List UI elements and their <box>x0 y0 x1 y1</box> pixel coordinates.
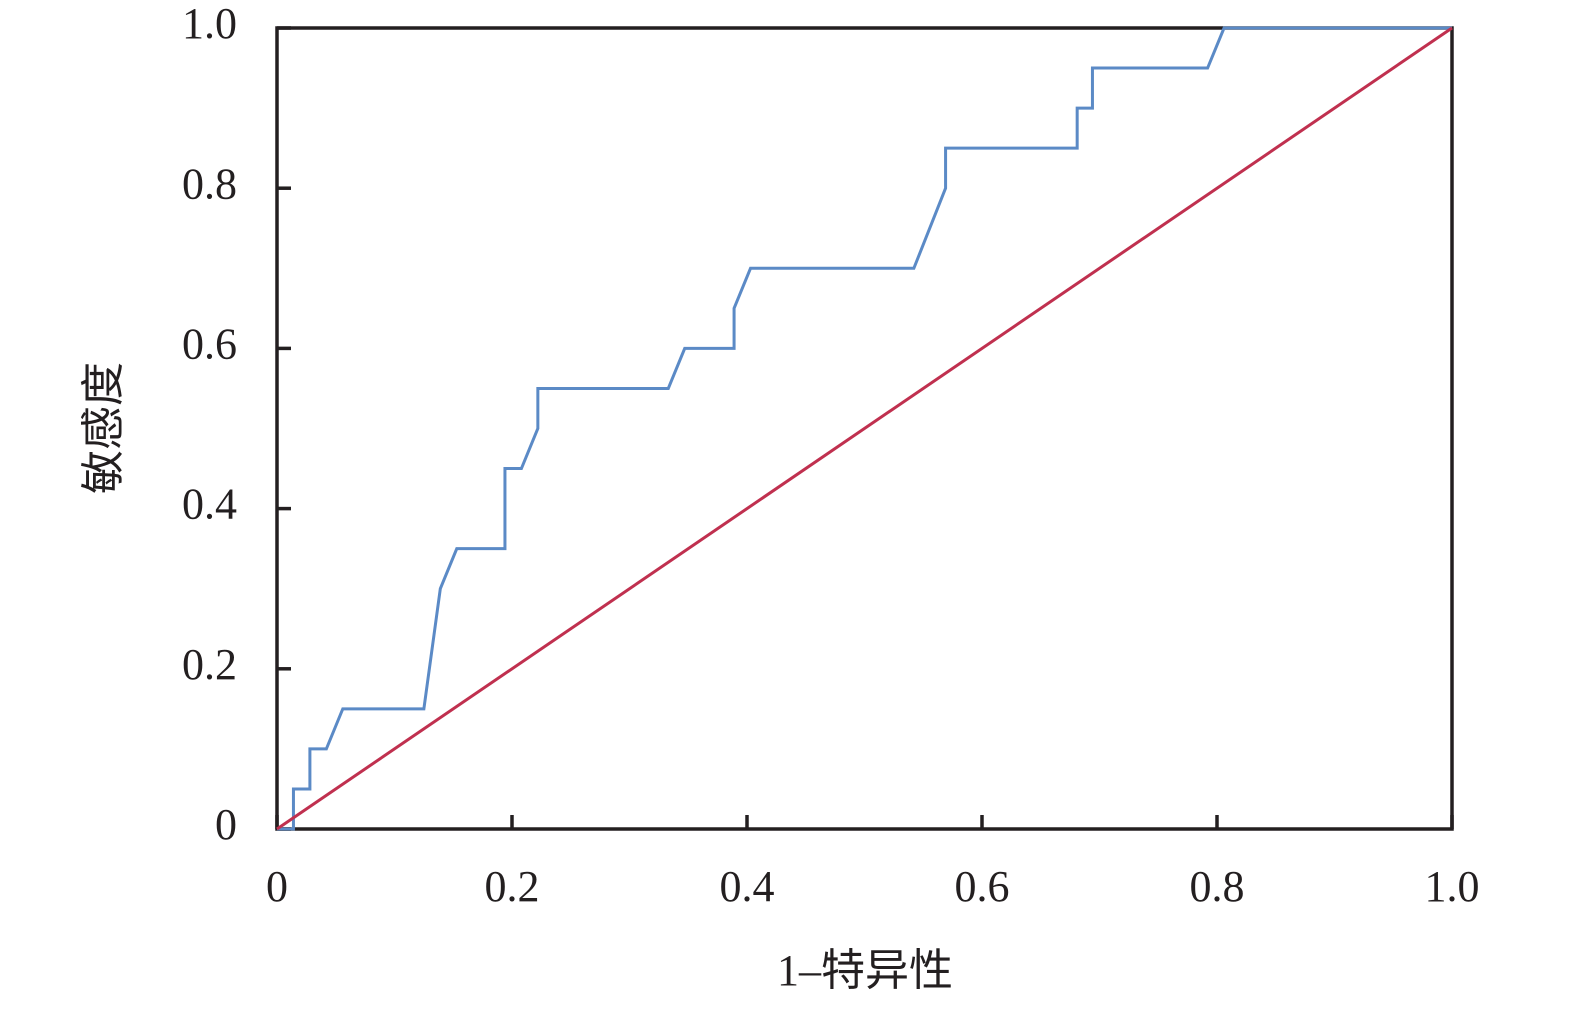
y-tick-label: 0.4 <box>182 480 237 529</box>
roc-line <box>276 26 1453 831</box>
plot-frame <box>275 26 1454 831</box>
x-tick-label: 0.8 <box>1190 862 1245 911</box>
x-tick-label: 0.4 <box>720 862 775 911</box>
x-tick-label: 0.2 <box>485 862 540 911</box>
y-tick-label: 0 <box>215 800 237 849</box>
x-tick-label: 1.0 <box>1425 862 1480 911</box>
roc-line <box>277 26 1452 831</box>
y-tick-label: 0.8 <box>182 159 237 208</box>
y-tick-label: 0.6 <box>182 319 237 368</box>
y-tick-label: 0.2 <box>182 640 237 689</box>
y-axis-label: 敏感度 <box>79 362 128 494</box>
x-tick-label: 0 <box>266 862 288 911</box>
y-tick-label: 1.0 <box>182 0 237 48</box>
x-axis-label: 1–特异性 <box>777 946 953 995</box>
x-tick-label: 0.6 <box>955 862 1010 911</box>
